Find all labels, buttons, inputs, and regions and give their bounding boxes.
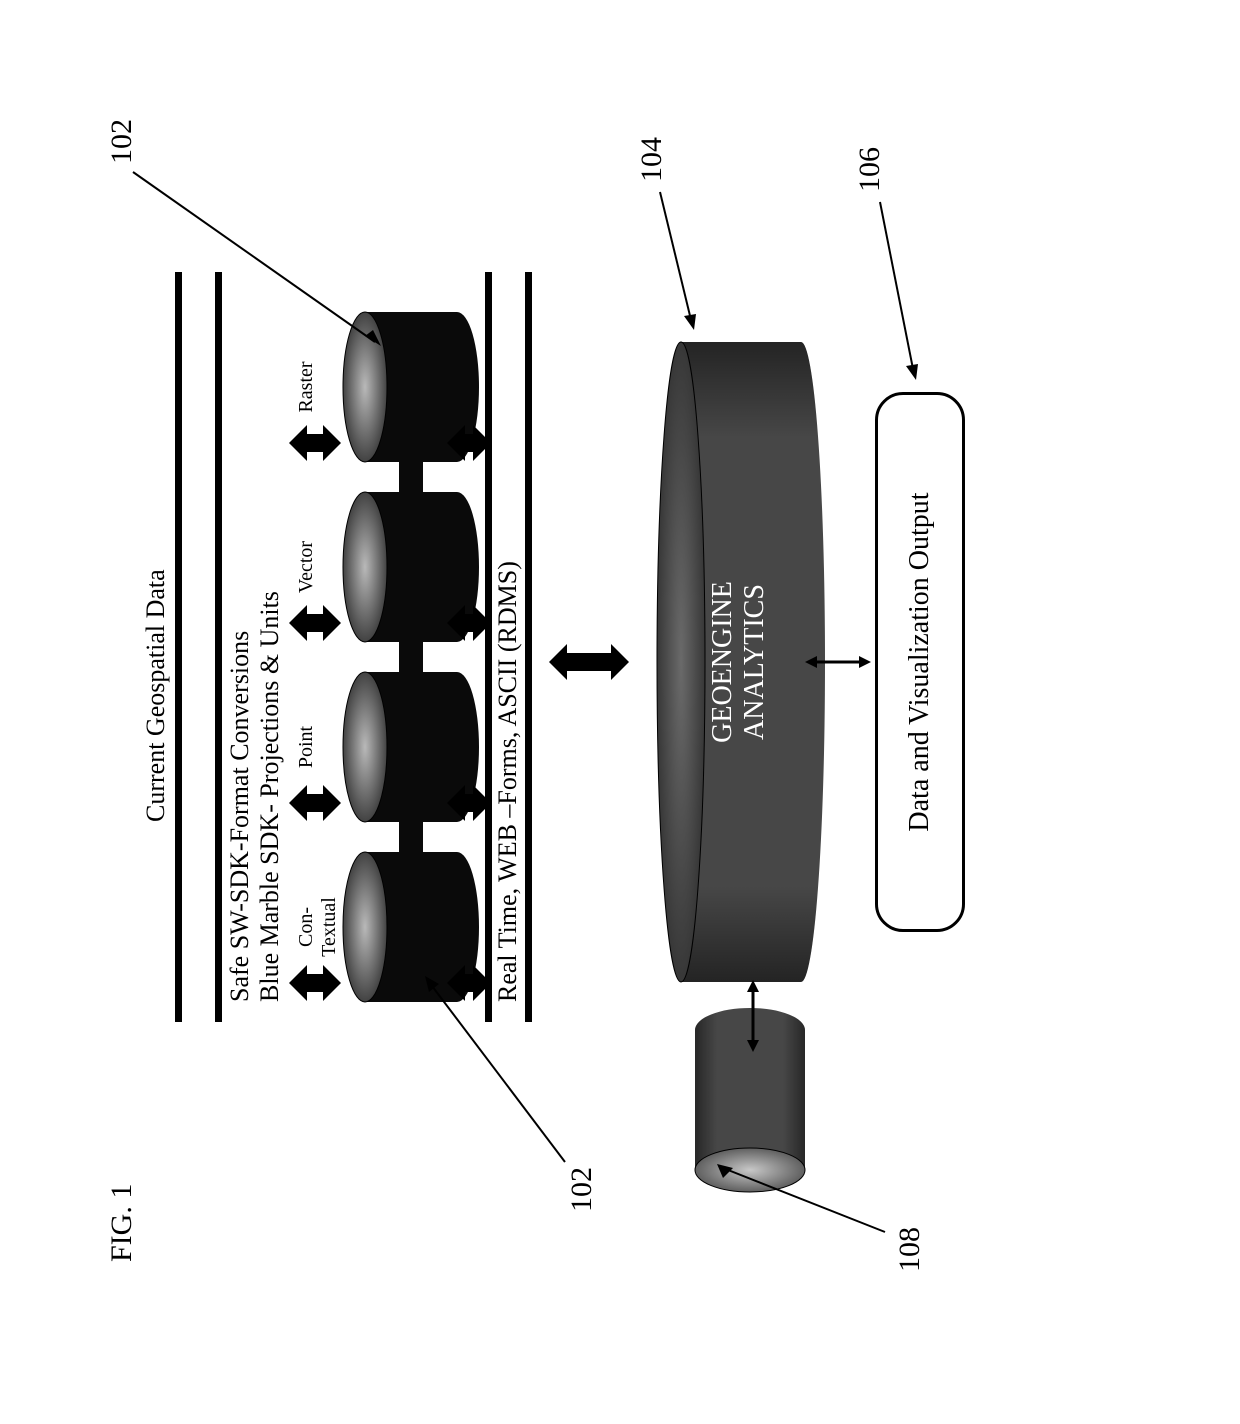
caption-middle: Real Time, WEB –Forms, ASCII (RDMS) [493, 561, 523, 1002]
ref-104: 104 [635, 137, 669, 182]
cylinder-connector [399, 640, 423, 674]
arrow-sdk-to-cylinder [305, 434, 325, 452]
cylinder-connector [399, 460, 423, 494]
arrow-geo-to-output [805, 652, 871, 672]
bar-mid-1 [485, 272, 492, 1022]
callout-102-upper [125, 142, 395, 342]
figure-label: FIG. 1 [105, 1184, 139, 1262]
callout-108 [715, 1152, 895, 1242]
ref-106: 106 [853, 147, 887, 192]
output-box: Data and Visualization Output [875, 392, 965, 932]
arrow-sdk-to-cylinder [305, 614, 325, 632]
arrow-cylinder-to-bar [463, 434, 475, 452]
output-box-label: Data and Visualization Output [904, 492, 936, 831]
caption-top: Current Geospatial Data [141, 569, 171, 822]
callout-104 [650, 182, 700, 332]
arrow-sdk-to-cylinder [305, 974, 325, 992]
cylinder-connector [399, 820, 423, 854]
arrow-cylinder-to-bar [463, 614, 475, 632]
bar-top-1 [175, 272, 182, 1022]
arrow-bar-to-geoengine [565, 653, 613, 671]
caption-sdk2: Blue Marble SDK- Projections & Units [255, 591, 285, 1002]
diagram-canvas: FIG. 1 Current Geospatial Data Safe SW-S… [95, 122, 1145, 1302]
callout-102-lower [425, 972, 575, 1172]
arrow-cylinder-to-bar [463, 794, 475, 812]
caption-sdk1: Safe SW-SDK-Format Conversions [225, 631, 255, 1002]
ref-102-lower: 102 [565, 1167, 599, 1212]
arrow-sdk-to-cylinder [305, 794, 325, 812]
callout-106 [870, 192, 930, 382]
bar-mid-2 [525, 272, 532, 1022]
arrow-geo-to-sidedb [743, 980, 763, 1052]
bar-top-2 [215, 272, 222, 1022]
ref-102-upper: 102 [105, 119, 139, 164]
ref-108: 108 [893, 1227, 927, 1272]
